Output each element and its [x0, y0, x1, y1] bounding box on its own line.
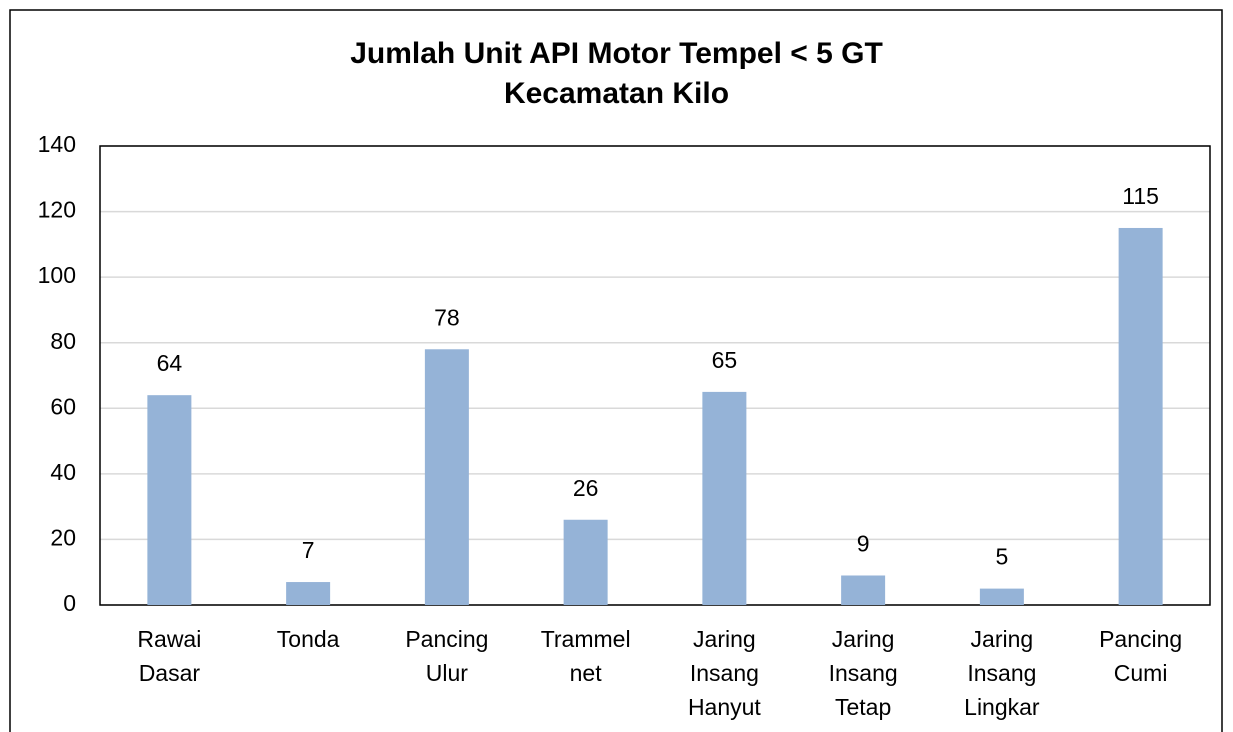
data-label: 115	[1122, 183, 1159, 209]
y-tick-label: 100	[38, 262, 76, 288]
y-tick-label: 140	[38, 131, 76, 157]
data-label: 5	[995, 544, 1008, 570]
y-tick-label: 0	[63, 590, 76, 616]
data-label: 26	[573, 475, 599, 501]
y-tick-label: 40	[50, 459, 76, 485]
x-tick-label: Jaring Insang Hanyut	[687, 626, 761, 720]
x-tick-label: Pancing Ulur	[405, 626, 489, 686]
title-line: Jumlah Unit API Motor Tempel < 5 GT	[350, 37, 883, 70]
x-tick-label: Tonda	[276, 626, 340, 652]
data-label: 64	[157, 350, 183, 376]
bar	[1118, 227, 1163, 605]
x-tick-label: Jaring Insang Lingkar	[964, 626, 1040, 720]
y-tick-label: 120	[38, 197, 76, 223]
bar	[702, 391, 747, 605]
bar	[286, 582, 331, 605]
data-label: 65	[712, 347, 738, 373]
bar	[563, 519, 608, 605]
x-tick-label: Jaring Insang Tetap	[828, 626, 898, 720]
y-tick-label: 60	[50, 393, 76, 419]
x-tick-label: Pancing Cumi	[1099, 626, 1183, 686]
frame	[9, 9, 1223, 732]
chart-title: Jumlah Unit API Motor Tempel < 5 GT Keca…	[0, 34, 1233, 114]
bar	[979, 588, 1024, 605]
bar	[841, 575, 886, 605]
plot-border	[99, 145, 1211, 606]
y-tick-label: 20	[50, 525, 76, 551]
bar	[424, 349, 469, 605]
title-line: Kecamatan Kilo	[503, 77, 730, 110]
bar	[147, 395, 192, 605]
data-label: 78	[434, 304, 460, 330]
data-label: 9	[857, 531, 870, 557]
y-tick-label: 80	[50, 328, 76, 354]
data-label: 7	[302, 537, 315, 563]
x-tick-label: Trammel net	[540, 626, 631, 686]
x-tick-label: Rawai Dasar	[137, 626, 202, 686]
